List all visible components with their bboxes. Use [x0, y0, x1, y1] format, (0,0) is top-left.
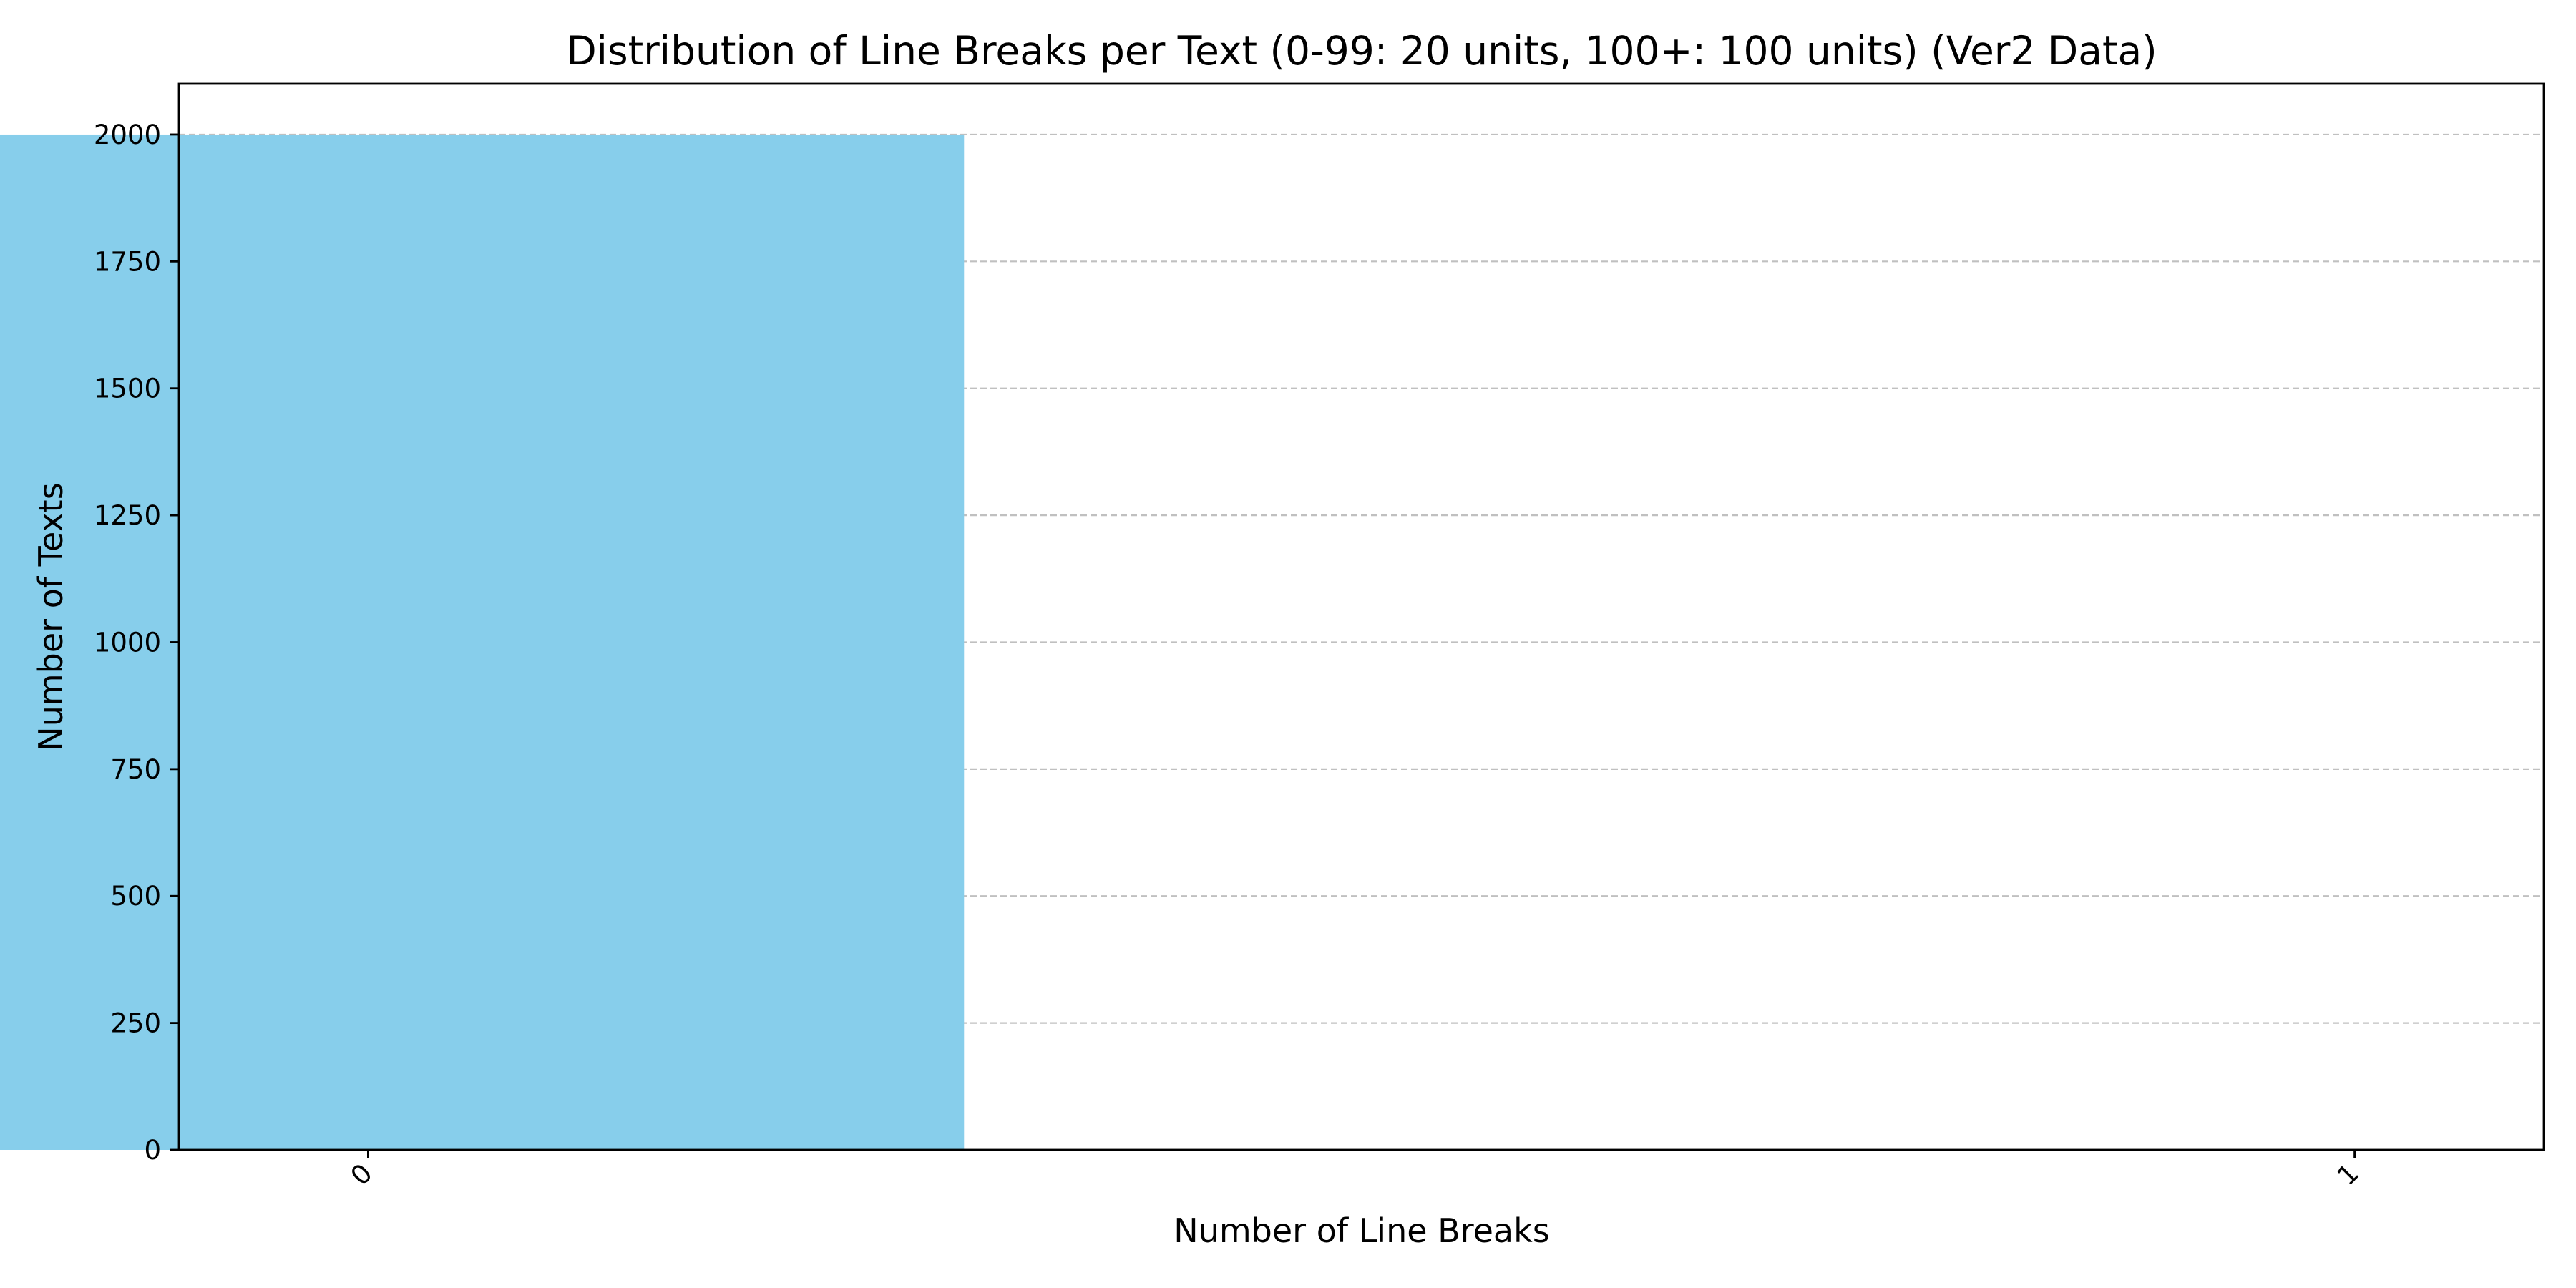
y-tick-label: 0 — [144, 1135, 161, 1166]
bar-layer — [0, 134, 965, 1150]
y-tick-label: 1500 — [94, 374, 161, 404]
y-tick-label: 1000 — [94, 627, 161, 658]
y-tick-label: 750 — [110, 754, 161, 785]
y-tick-label: 1250 — [94, 500, 161, 531]
y-tick-label: 250 — [110, 1008, 161, 1039]
plot-frame — [177, 82, 2545, 1151]
y-tick-label: 1750 — [94, 246, 161, 277]
y-tick-label: 2000 — [94, 119, 161, 150]
y-axis-title: Number of Texts — [31, 482, 70, 751]
chart-title: Distribution of Line Breaks per Text (0-… — [566, 28, 2157, 74]
y-tick-label: 500 — [110, 881, 161, 912]
x-axis-title: Number of Line Breaks — [1174, 1211, 1549, 1250]
bar — [0, 134, 965, 1150]
